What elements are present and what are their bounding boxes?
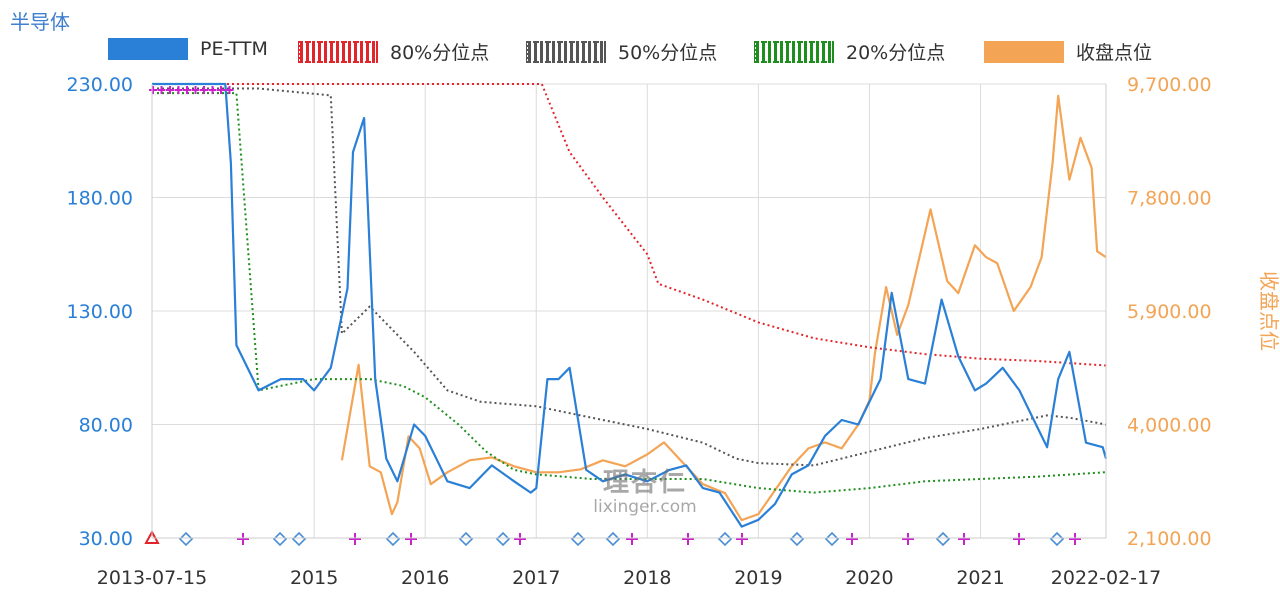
diamond-marker: [935, 531, 951, 547]
chart-title: 半导体: [10, 10, 70, 34]
y-right-tick-label: 4,000.00: [1127, 415, 1212, 437]
series-line-percentile: [152, 87, 1107, 467]
diamond-marker: [789, 531, 805, 547]
series-layer: [152, 82, 1108, 528]
event-markers: [144, 86, 1081, 547]
axes: 30.00 80.00 130.00 180.00 230.00 2,100.00 4,00…: [67, 74, 1280, 589]
legend-label: 20%分位点: [846, 42, 946, 64]
diamond-marker: [570, 531, 586, 547]
x-tick-label: 2015: [290, 567, 338, 589]
series-line-close-price: [340, 94, 1107, 522]
diamond-marker: [495, 531, 511, 547]
legend-swatch-pe-ttm: [108, 38, 188, 60]
y-right-tick-label: 7,800.00: [1127, 188, 1212, 210]
diamond-marker: [717, 531, 733, 547]
legend-label: 80%分位点: [390, 42, 490, 64]
y-left-tick-label: 30.00: [79, 528, 133, 550]
series-line-pe-ttm: [152, 82, 1108, 528]
x-tick-label: 2020: [845, 567, 893, 589]
y-left-tick-label: 130.00: [67, 301, 133, 323]
legend-swatch-close-price: [984, 40, 1064, 63]
y-left-tick-label: 230.00: [67, 74, 133, 96]
series-line-percentile: [152, 83, 1107, 367]
legend-swatch-80-percentile: [298, 40, 378, 63]
diamond-marker: [385, 531, 401, 547]
y-left-tick-label: 80.00: [79, 415, 133, 437]
x-tick-label: 2022-02-17: [1051, 567, 1161, 589]
legend-label: 收盘点位: [1076, 42, 1153, 64]
legend-swatch-50-percentile: [526, 40, 606, 63]
x-tick-label: 2016: [401, 567, 449, 589]
legend-label: 50%分位点: [618, 42, 718, 64]
legend-item-80-percentile[interactable]: 80%分位点: [298, 38, 489, 65]
diamond-marker: [291, 531, 307, 547]
diamond-marker: [458, 531, 474, 547]
x-tick-label: 2019: [734, 567, 782, 589]
diamond-marker: [178, 531, 194, 547]
series-line-percentile: [152, 92, 1107, 494]
legend-swatch-20-percentile: [754, 40, 834, 63]
legend-item-50-percentile[interactable]: 50%分位点: [526, 38, 717, 65]
watermark-url: lixinger.com: [593, 497, 697, 517]
y-right-tick-label: 5,900.00: [1127, 301, 1212, 323]
legend: PE-TTM 80%分位点 50%分位点 20%分位点 收盘点位: [108, 38, 1228, 64]
legend-item-close-price[interactable]: 收盘点位: [984, 38, 1152, 65]
y-right-tick-label: 2,100.00: [1127, 528, 1212, 550]
watermark: 理杏仁 lixinger.com: [570, 462, 720, 517]
x-tick-label: 2017: [512, 567, 560, 589]
x-tick-label: 2018: [623, 567, 671, 589]
y-left-tick-label: 180.00: [67, 188, 133, 210]
legend-label: PE-TTM: [200, 38, 268, 60]
diamond-marker: [1049, 531, 1065, 547]
y-right-axis-label: 收盘点位: [1257, 271, 1280, 351]
diamond-marker: [605, 531, 621, 547]
y-right-tick-label: 9,700.00: [1127, 74, 1212, 96]
diamond-marker: [824, 531, 840, 547]
diamond-marker: [272, 531, 288, 547]
x-tick-label: 2013-07-15: [97, 567, 207, 589]
watermark-brand: 理杏仁: [602, 468, 687, 498]
legend-item-pe-ttm[interactable]: PE-TTM: [108, 38, 268, 60]
legend-item-20-percentile[interactable]: 20%分位点: [754, 38, 945, 65]
x-tick-label: 2021: [956, 567, 1004, 589]
